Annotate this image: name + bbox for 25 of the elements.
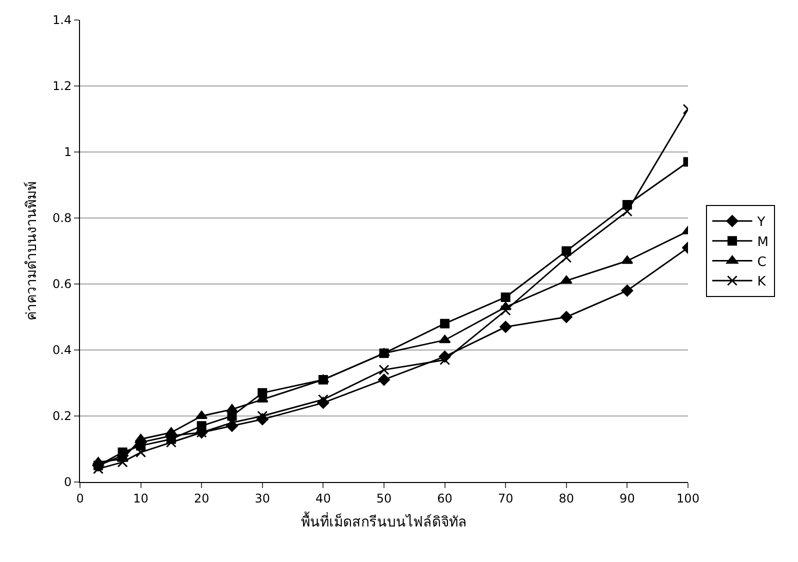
x-tick-label: 50	[376, 491, 392, 506]
y-tick-label: 1.4	[52, 13, 72, 28]
legend-label: C	[757, 254, 766, 270]
legend-label: M	[757, 234, 768, 250]
x-tick-label: 40	[316, 491, 331, 506]
x-axis-title: พื้นที่เม็ดสกรีนบนไฟล์ดิจิทัล	[301, 512, 467, 531]
y-tick-label: 0.4	[52, 343, 72, 358]
legend-label: Y	[756, 215, 766, 230]
y-tick-label: 0.8	[52, 211, 72, 226]
x-tick-label: 80	[558, 491, 574, 506]
x-tick-label: 100	[676, 491, 700, 506]
x-tick-label: 0	[76, 491, 84, 506]
y-tick-label: 0	[64, 475, 72, 490]
y-tick-label: 0.6	[52, 277, 72, 292]
x-tick-label: 70	[498, 491, 514, 506]
legend-label: K	[757, 274, 766, 290]
x-tick-label: 10	[133, 491, 148, 506]
y-tick-label: 1	[64, 145, 72, 160]
y-axis-title: ค่าความดำบนงานพิมพ์	[23, 182, 40, 320]
y-tick-label: 0.2	[52, 409, 72, 424]
y-tick-label: 1.2	[52, 79, 72, 94]
x-tick-label: 90	[620, 491, 635, 506]
x-tick-label: 60	[437, 491, 452, 506]
x-tick-label: 30	[254, 491, 270, 506]
x-tick-label: 20	[194, 491, 210, 506]
